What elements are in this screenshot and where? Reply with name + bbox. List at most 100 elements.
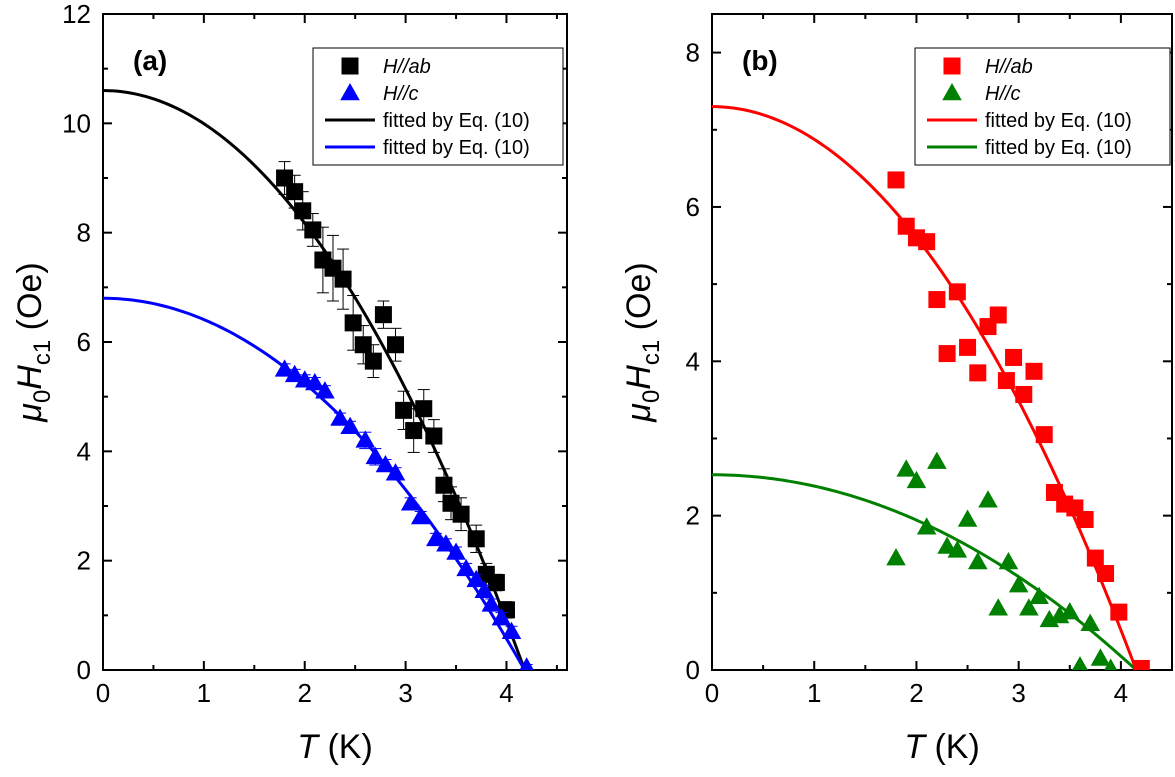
y-tick-label: 12 [62, 0, 91, 29]
data-point [887, 171, 905, 189]
data-point [1060, 602, 1080, 620]
x-tick-label: 3 [1011, 678, 1025, 708]
data-point [395, 401, 413, 419]
x-axis-unit: (K) [934, 728, 979, 766]
data-point [466, 569, 486, 588]
y-axis-mu-sub: 0 [638, 390, 665, 403]
data-point [998, 551, 1019, 570]
y-axis-label: μ0Hc1 (Oe) [11, 262, 56, 422]
data-point [387, 336, 405, 354]
data-point [415, 400, 433, 418]
y-axis-unit: (Oe) [620, 262, 658, 330]
data-point [927, 451, 947, 469]
data-point [425, 427, 443, 445]
legend-label: fitted by Eq. (10) [383, 110, 530, 132]
plot-area [103, 89, 534, 670]
data-point [1132, 659, 1150, 670]
data-point [1035, 426, 1053, 444]
y-axis-h: H [620, 365, 658, 390]
x-axis-unit: (K) [327, 728, 372, 766]
data-point [937, 536, 957, 554]
data-point [374, 306, 392, 324]
y-axis-mu: μ [620, 403, 658, 423]
data-point [315, 381, 335, 399]
data-point [426, 528, 446, 547]
data-point [344, 314, 362, 332]
y-tick-label: 8 [686, 38, 700, 68]
plot-frame [711, 13, 1173, 671]
legend-label: fitted by Eq. (10) [985, 137, 1132, 159]
data-point [284, 364, 305, 383]
data-point [456, 558, 476, 577]
x-tick-label: 4 [499, 678, 513, 708]
data-point [948, 283, 966, 301]
x-axis-label: T (K) [297, 728, 373, 766]
data-point [968, 551, 988, 570]
series-1 [886, 451, 1118, 670]
series-1 [274, 359, 534, 670]
y-axis-h-sub: c1 [29, 340, 56, 365]
y-tick-label: 0 [77, 655, 91, 685]
data-point [487, 574, 505, 592]
data-point [1005, 348, 1023, 366]
x-tick-label: 2 [909, 678, 923, 708]
data-point [491, 608, 512, 626]
y-axis-gap [11, 330, 49, 339]
data-point [906, 470, 927, 489]
data-point [969, 364, 987, 382]
data-point [481, 594, 502, 612]
x-tick-label: 3 [398, 678, 412, 708]
fit-curve-3 [103, 296, 526, 670]
legend-symbol [341, 57, 359, 75]
panel-label: (b) [742, 45, 778, 76]
x-tick-label: 0 [96, 678, 110, 708]
legend-label: H//c [985, 83, 1021, 105]
legend: H//ab H//c fitted by Eq. (10) fitted by Eq.… [312, 47, 564, 166]
legend-symbol [943, 57, 961, 75]
data-point [501, 621, 522, 640]
data-point [1076, 511, 1094, 529]
y-tick-label: 4 [686, 346, 700, 376]
data-point [959, 338, 977, 356]
data-point [467, 530, 485, 548]
x-axis-gap [318, 728, 327, 766]
x-tick-label: 4 [1114, 678, 1128, 708]
data-point [354, 336, 372, 354]
y-tick-label: 4 [77, 436, 91, 466]
y-tick-label: 2 [686, 501, 700, 531]
y-tick-label: 8 [77, 218, 91, 248]
data-point [435, 476, 453, 494]
data-point [928, 291, 946, 309]
data-point [385, 463, 406, 481]
y-axis-unit: (Oe) [11, 262, 49, 330]
data-point [1025, 362, 1043, 380]
data-point [938, 345, 956, 363]
data-point [1110, 603, 1128, 621]
data-point [334, 270, 352, 288]
x-tick-label: 1 [197, 678, 211, 708]
data-point [364, 352, 382, 370]
data-point [294, 202, 312, 220]
series-0 [276, 161, 515, 619]
data-point [400, 493, 421, 511]
y-tick-label: 6 [686, 192, 700, 222]
series-0 [887, 171, 1150, 670]
data-point [355, 430, 376, 448]
data-point [886, 548, 906, 566]
y-tick-label: 6 [77, 327, 91, 357]
legend: H//ab H//c fitted by Eq. (10) fitted by Eq.… [914, 47, 1171, 166]
y-axis-h: H [11, 365, 49, 390]
data-point [997, 372, 1015, 390]
data-point [989, 306, 1007, 324]
y-axis-mu-sub: 0 [29, 390, 56, 403]
x-axis-gap [925, 728, 934, 766]
y-axis-gap [620, 330, 658, 339]
data-point [1104, 658, 1118, 670]
data-point [1097, 565, 1115, 583]
data-point [410, 506, 431, 525]
data-point [405, 422, 423, 440]
data-point [896, 459, 916, 477]
fit-curve-2 [712, 105, 1138, 670]
